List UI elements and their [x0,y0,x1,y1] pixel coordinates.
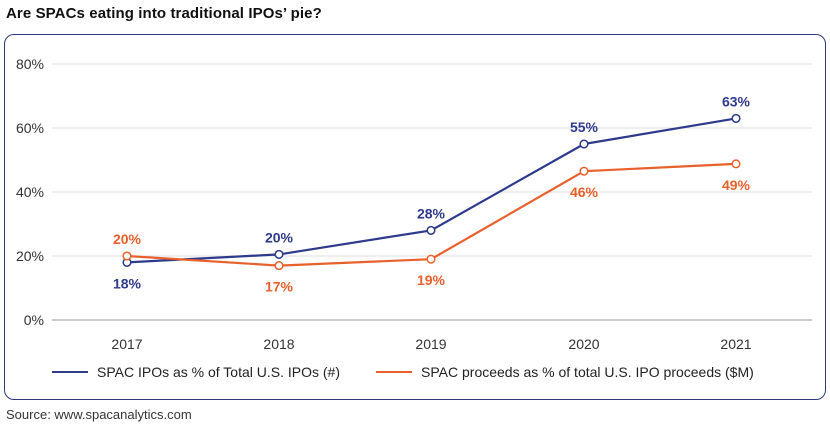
series-line [126,117,737,264]
data-label: 19% [417,272,446,288]
data-label: 20% [113,231,142,247]
data-point [579,139,589,149]
data-label: 17% [265,279,294,295]
data-label: 46% [570,184,599,200]
x-axis-ticks: 2017 2018 2019 2020 2021 [111,336,751,352]
y-tick-label: 80% [16,56,44,72]
y-tick-label: 40% [16,184,44,200]
y-tick-label: 60% [16,120,44,136]
legend-swatch-spac-ipos [52,371,88,373]
legend: SPAC IPOs as % of Total U.S. IPOs (#) SP… [52,364,790,380]
data-label: 20% [265,229,294,245]
y-axis-ticks: 0% 20% 40% 60% 80% [16,56,44,328]
data-point [426,225,436,235]
legend-item-spac-proceeds: SPAC proceeds as % of total U.S. IPO pro… [376,364,754,380]
data-label: 49% [722,177,751,193]
data-point [579,166,589,176]
x-tick-label: 2021 [720,336,751,352]
data-point [426,254,436,264]
x-tick-label: 2017 [111,336,142,352]
legend-swatch-spac-proceeds [376,371,413,373]
data-labels: 18% 20% 28% 55% 63% 20% 17% 19% 46% 49% [113,93,751,294]
source-note: Source: www.spacanalytics.com [6,407,192,422]
chart-title: Are SPACs eating into traditional IPOs’ … [6,5,322,22]
legend-label-spac-ipos: SPAC IPOs as % of Total U.S. IPOs (#) [97,364,341,380]
x-tick-label: 2020 [568,336,599,352]
series [122,113,741,271]
chart-frame [4,34,826,400]
legend-item-spac-ipos: SPAC IPOs as % of Total U.S. IPOs (#) [52,364,340,380]
data-label: 28% [417,205,446,221]
data-label: 55% [570,119,599,135]
data-label: 18% [113,275,142,291]
data-point [274,249,284,259]
y-tick-label: 20% [16,248,44,264]
legend-label-spac-proceeds: SPAC proceeds as % of total U.S. IPO pro… [421,364,754,380]
data-label: 63% [722,93,751,109]
data-point [731,113,741,123]
x-tick-label: 2019 [415,336,446,352]
data-point [274,261,284,271]
data-point [122,251,132,261]
data-point [731,159,741,169]
x-tick-label: 2018 [263,336,294,352]
y-tick-label: 0% [24,312,44,328]
